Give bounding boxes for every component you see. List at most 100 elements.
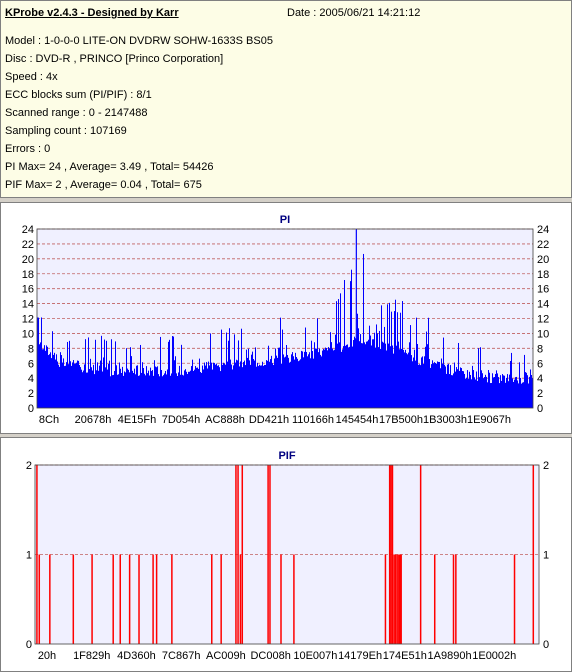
pi-bar	[225, 364, 226, 408]
y-tick-label-left: 8	[28, 343, 34, 355]
pi-bar	[319, 348, 320, 408]
pi-bar	[199, 358, 200, 408]
pif-bar	[388, 465, 391, 644]
pi-bar	[471, 379, 472, 408]
x-tick-label: 145454h	[336, 414, 379, 426]
y-tick-label-right: 2	[537, 388, 543, 400]
pi-bar	[497, 373, 498, 408]
pi-bar	[252, 351, 253, 408]
pi-bar	[514, 379, 515, 408]
y-tick-label-right: 0	[537, 403, 543, 415]
pi-bar	[143, 368, 144, 408]
pi-bar	[207, 368, 208, 408]
pi-bar	[505, 382, 506, 408]
pi-bar	[339, 342, 340, 408]
plot-border	[34, 464, 540, 645]
pi-bar	[490, 383, 491, 408]
pi-bar	[88, 337, 89, 408]
x-tick-label: 1F829h	[73, 650, 110, 662]
pi-bar	[246, 349, 247, 408]
pi-bar	[424, 356, 425, 408]
pi-bar	[220, 371, 221, 408]
pi-bar	[320, 354, 321, 408]
pif-bar	[239, 554, 242, 644]
pi-bar	[372, 339, 373, 408]
pi-bar	[353, 340, 354, 408]
y-tick-label-right: 8	[537, 343, 543, 355]
pi-bar	[364, 342, 365, 408]
y-tick-label-left: 22	[22, 239, 34, 251]
pi-bar	[124, 371, 125, 408]
pi-bar	[287, 354, 288, 408]
pi-bar	[473, 370, 474, 408]
pi-bar	[155, 366, 156, 408]
pif-bar	[91, 554, 93, 644]
pi-bar	[517, 380, 518, 408]
pi-bar	[221, 329, 222, 408]
pi-bar	[367, 341, 368, 408]
pi-bar	[46, 345, 47, 408]
pi-bar	[347, 344, 348, 408]
pi-bar	[45, 350, 46, 408]
y-tick-label-right: 2	[543, 460, 549, 472]
scan-date: Date : 2005/06/21 14:21:12	[287, 7, 421, 19]
pif-bar	[293, 554, 295, 644]
pi-bar	[277, 357, 278, 408]
pi-bar	[292, 352, 293, 408]
pi-bar	[448, 363, 449, 408]
pi-bar	[189, 371, 190, 408]
pi-bar	[244, 360, 245, 408]
pi-bar	[128, 369, 129, 408]
pi-bar	[307, 356, 308, 408]
pi-bar	[489, 372, 490, 408]
pi-bar	[286, 345, 287, 408]
pi-bar	[483, 378, 484, 408]
pi-bar	[248, 348, 249, 408]
pi-bar	[172, 336, 173, 408]
pi-bar	[281, 363, 282, 408]
pi-bar	[493, 377, 494, 408]
pi-bar	[37, 317, 38, 408]
pi-bar	[520, 377, 521, 408]
x-tick-label: 174E51h	[383, 650, 427, 662]
pi-bar	[258, 366, 259, 408]
x-tick-label: 17B500h	[379, 414, 423, 426]
pif-bar	[36, 465, 38, 644]
pi-bar	[197, 367, 198, 408]
pi-bar	[131, 356, 132, 408]
pi-bar	[479, 377, 480, 408]
pi-bar	[194, 369, 195, 408]
pi-bar	[176, 373, 177, 408]
info-speed: Speed : 4x	[5, 71, 58, 83]
pi-bar	[228, 340, 229, 408]
x-tick-label: 4E15Fh	[118, 414, 157, 426]
pi-bar	[451, 375, 452, 408]
pi-bar	[70, 361, 71, 408]
pif-bar	[513, 554, 516, 644]
pi-bar	[113, 374, 114, 408]
pi-bar	[420, 365, 421, 408]
pi-bar	[200, 371, 201, 408]
pi-bar	[257, 362, 258, 408]
x-tick-label: 1E9067h	[467, 414, 511, 426]
pi-bar	[323, 348, 324, 408]
pif-bar	[419, 465, 422, 644]
pi-bar	[289, 362, 290, 408]
pi-bar	[293, 356, 294, 408]
pi-bar	[343, 346, 344, 408]
pi-bar	[410, 325, 411, 408]
pi-bar	[340, 293, 341, 408]
pi-bar	[61, 355, 62, 408]
pi-bar	[229, 328, 230, 408]
pi-bar	[510, 360, 511, 408]
pi-bar	[53, 354, 54, 408]
pi-bar	[205, 365, 206, 408]
pi-bar	[109, 360, 110, 408]
pi-bar	[122, 366, 123, 408]
pi-bar	[279, 347, 280, 408]
pi-bar	[374, 332, 375, 408]
pi-bar	[330, 332, 331, 408]
pi-bar	[397, 312, 398, 408]
pi-bar	[304, 351, 305, 408]
info-pif-stats: PIF Max= 2 , Average= 0.04 , Total= 675	[5, 179, 202, 191]
